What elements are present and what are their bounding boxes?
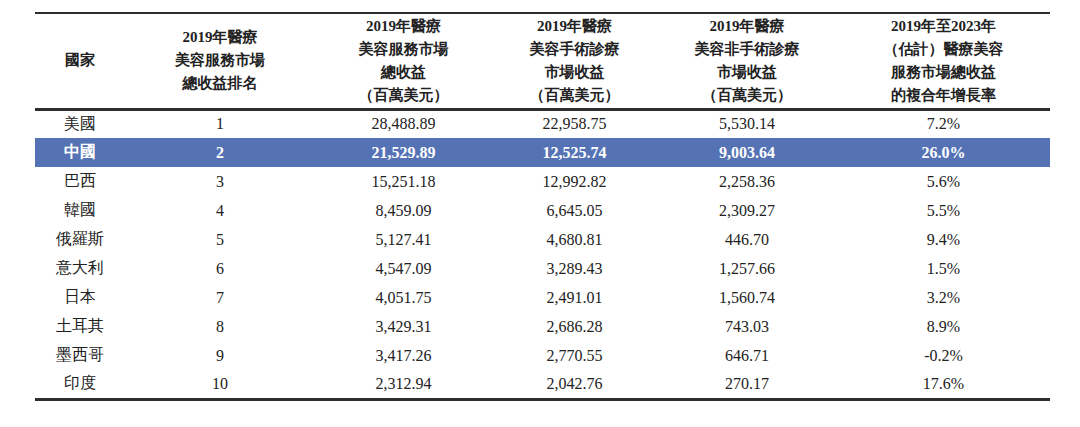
table-row: 巴西 3 15,251.18 12,992.82 2,258.36 5.6%: [35, 167, 1050, 196]
cell-cagr: -0.2%: [837, 341, 1050, 370]
cell-rank: 2: [125, 138, 315, 167]
cell-cagr: 17.6%: [837, 370, 1050, 399]
table-body: 美國 1 28,488.89 22,958.75 5,530.14 7.2% 中…: [35, 109, 1050, 399]
column-header-rank: 2019年醫療 美容服務市場 總收益排名: [125, 13, 315, 109]
cell-nonsurgical-revenue: 270.17: [657, 370, 837, 399]
cell-cagr: 5.6%: [837, 167, 1050, 196]
cell-nonsurgical-revenue: 2,309.27: [657, 196, 837, 225]
cell-surgical-revenue: 2,686.28: [492, 312, 657, 341]
cell-total-revenue: 8,459.09: [315, 196, 492, 225]
cell-total-revenue: 5,127.41: [315, 225, 492, 254]
cell-nonsurgical-revenue: 5,530.14: [657, 109, 837, 138]
cell-surgical-revenue: 2,042.76: [492, 370, 657, 399]
cell-surgical-revenue: 4,680.81: [492, 225, 657, 254]
cell-nonsurgical-revenue: 446.70: [657, 225, 837, 254]
table-row: 墨西哥 9 3,417.26 2,770.55 646.71 -0.2%: [35, 341, 1050, 370]
table-row: 意大利 6 4,547.09 3,289.43 1,257.66 1.5%: [35, 254, 1050, 283]
cell-total-revenue: 21,529.89: [315, 138, 492, 167]
cell-surgical-revenue: 3,289.43: [492, 254, 657, 283]
cell-rank: 3: [125, 167, 315, 196]
cell-total-revenue: 15,251.18: [315, 167, 492, 196]
cell-total-revenue: 4,547.09: [315, 254, 492, 283]
table-row: 美國 1 28,488.89 22,958.75 5,530.14 7.2%: [35, 109, 1050, 138]
cell-rank: 10: [125, 370, 315, 399]
cell-nonsurgical-revenue: 1,257.66: [657, 254, 837, 283]
cell-rank: 9: [125, 341, 315, 370]
cell-rank: 1: [125, 109, 315, 138]
cell-country: 墨西哥: [35, 341, 125, 370]
cell-surgical-revenue: 22,958.75: [492, 109, 657, 138]
column-header-country: 國家: [35, 13, 125, 109]
column-header-total-revenue: 2019年醫療 美容服務市場 總收益 （百萬美元）: [315, 13, 492, 109]
column-header-cagr: 2019年至2023年 （估計）醫療美容 服務市場總收益 的複合年增長率: [837, 13, 1050, 109]
cell-cagr: 8.9%: [837, 312, 1050, 341]
cell-country: 美國: [35, 109, 125, 138]
table-row: 日本 7 4,051.75 2,491.01 1,560.74 3.2%: [35, 283, 1050, 312]
cell-surgical-revenue: 2,770.55: [492, 341, 657, 370]
cell-rank: 7: [125, 283, 315, 312]
cell-surgical-revenue: 12,992.82: [492, 167, 657, 196]
cell-rank: 6: [125, 254, 315, 283]
cell-surgical-revenue: 2,491.01: [492, 283, 657, 312]
column-header-surgical-revenue: 2019年醫療 美容手術診療 市場收益 （百萬美元）: [492, 13, 657, 109]
table-row: 中國 2 21,529.89 12,525.74 9,003.64 26.0%: [35, 138, 1050, 167]
table-row: 俄羅斯 5 5,127.41 4,680.81 446.70 9.4%: [35, 225, 1050, 254]
cell-nonsurgical-revenue: 2,258.36: [657, 167, 837, 196]
cell-total-revenue: 4,051.75: [315, 283, 492, 312]
cell-total-revenue: 28,488.89: [315, 109, 492, 138]
cell-rank: 5: [125, 225, 315, 254]
cell-country: 土耳其: [35, 312, 125, 341]
medical-aesthetics-market-table: 國家 2019年醫療 美容服務市場 總收益排名 2019年醫療 美容服務市場 總…: [35, 12, 1050, 401]
cell-nonsurgical-revenue: 743.03: [657, 312, 837, 341]
cell-total-revenue: 2,312.94: [315, 370, 492, 399]
cell-nonsurgical-revenue: 646.71: [657, 341, 837, 370]
cell-surgical-revenue: 12,525.74: [492, 138, 657, 167]
cell-country: 巴西: [35, 167, 125, 196]
cell-cagr: 9.4%: [837, 225, 1050, 254]
cell-total-revenue: 3,417.26: [315, 341, 492, 370]
table-header-row: 國家 2019年醫療 美容服務市場 總收益排名 2019年醫療 美容服務市場 總…: [35, 13, 1050, 109]
table-row: 韓國 4 8,459.09 6,645.05 2,309.27 5.5%: [35, 196, 1050, 225]
cell-rank: 8: [125, 312, 315, 341]
cell-cagr: 3.2%: [837, 283, 1050, 312]
cell-surgical-revenue: 6,645.05: [492, 196, 657, 225]
cell-cagr: 5.5%: [837, 196, 1050, 225]
cell-country: 印度: [35, 370, 125, 399]
table-row: 土耳其 8 3,429.31 2,686.28 743.03 8.9%: [35, 312, 1050, 341]
medical-aesthetics-market-table-wrap: 國家 2019年醫療 美容服務市場 總收益排名 2019年醫療 美容服務市場 總…: [35, 12, 1050, 401]
cell-nonsurgical-revenue: 1,560.74: [657, 283, 837, 312]
cell-total-revenue: 3,429.31: [315, 312, 492, 341]
column-header-nonsurgical-revenue: 2019年醫療 美容非手術診療 市場收益 （百萬美元）: [657, 13, 837, 109]
cell-cagr: 1.5%: [837, 254, 1050, 283]
cell-country: 意大利: [35, 254, 125, 283]
cell-rank: 4: [125, 196, 315, 225]
cell-cagr: 7.2%: [837, 109, 1050, 138]
cell-country: 俄羅斯: [35, 225, 125, 254]
table-row: 印度 10 2,312.94 2,042.76 270.17 17.6%: [35, 370, 1050, 399]
cell-country: 日本: [35, 283, 125, 312]
cell-country: 中國: [35, 138, 125, 167]
cell-nonsurgical-revenue: 9,003.64: [657, 138, 837, 167]
cell-country: 韓國: [35, 196, 125, 225]
cell-cagr: 26.0%: [837, 138, 1050, 167]
